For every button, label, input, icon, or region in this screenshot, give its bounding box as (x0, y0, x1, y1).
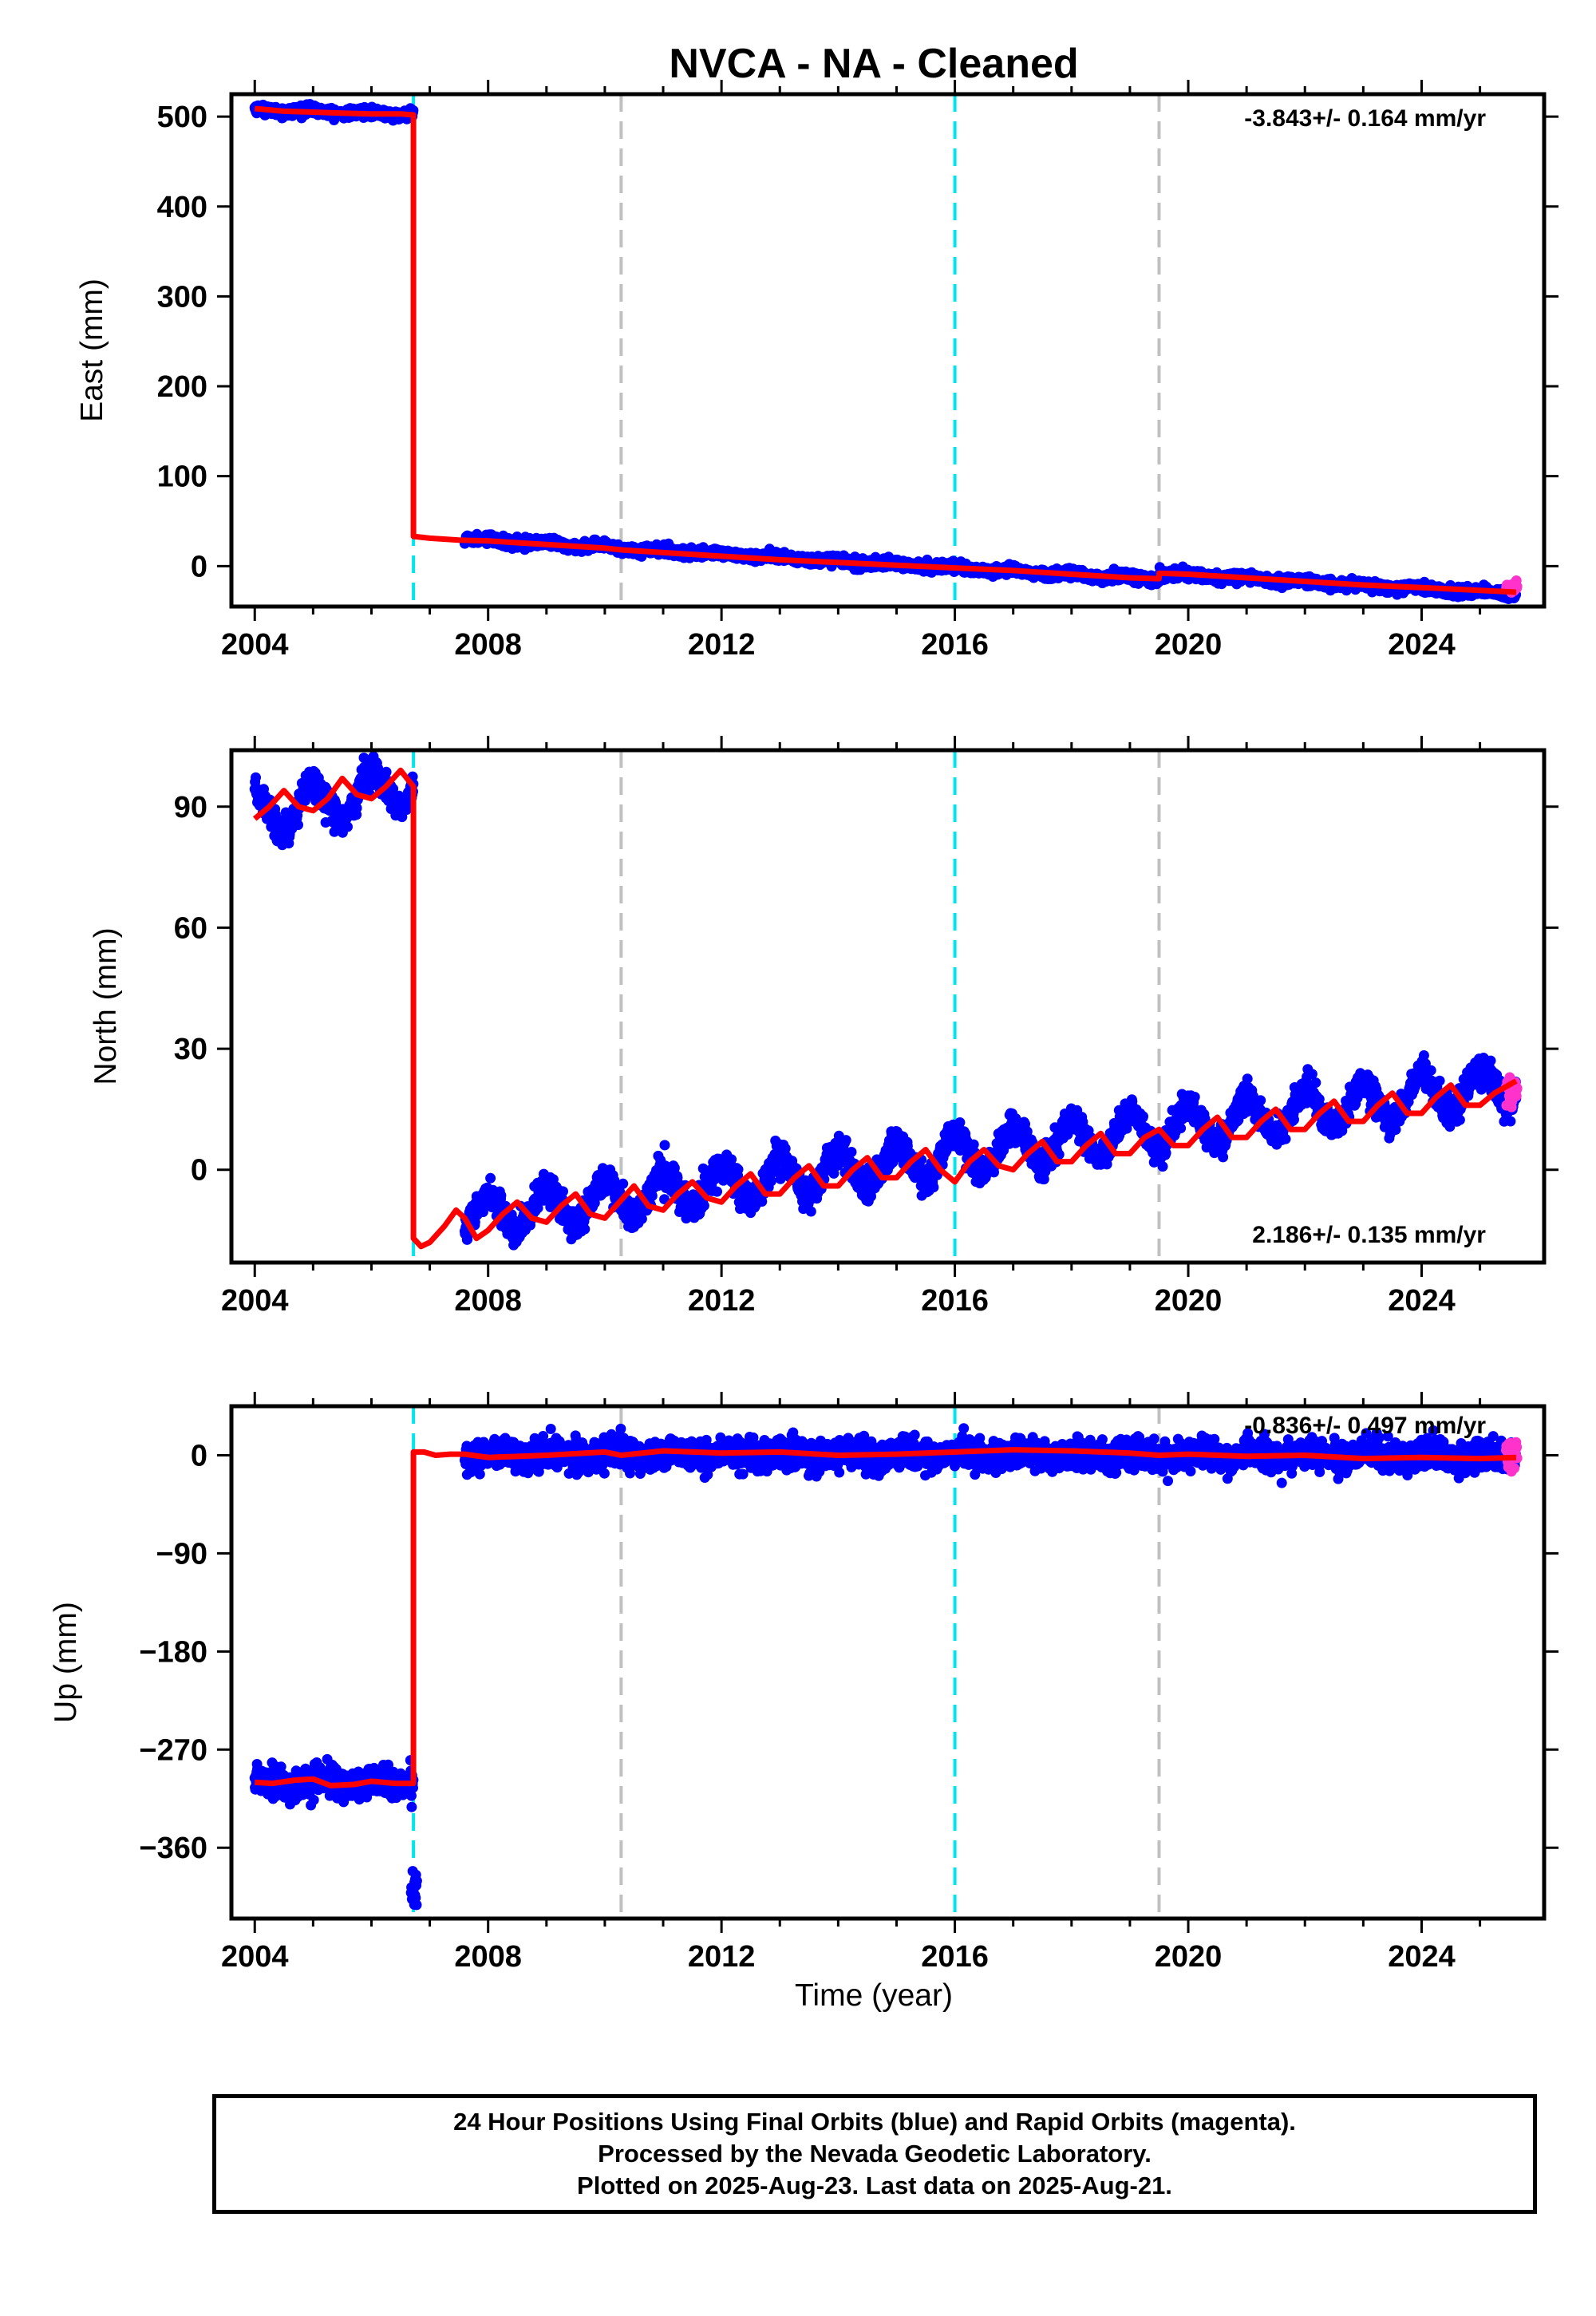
data-point (342, 821, 353, 832)
plot-frame (229, 92, 1547, 609)
plot-area (249, 751, 1523, 1251)
data-point (485, 1172, 496, 1184)
x-tick-label: 2012 (688, 628, 756, 662)
x-tick-label: 2020 (1155, 628, 1223, 662)
final-orbit-points (249, 99, 1522, 604)
east-panel: 2004 2008 2012 2016 2020 2024 0 100 200 300 400 500… (75, 80, 1558, 662)
data-point (558, 1186, 568, 1197)
plot-area (249, 99, 1523, 604)
data-point (293, 820, 303, 831)
data-point (618, 1178, 629, 1189)
data-point (351, 803, 362, 813)
data-point (496, 1190, 507, 1201)
y-tick-label: 300 (157, 280, 207, 314)
data-point (579, 1223, 591, 1235)
x-tick-label: 2004 (221, 628, 289, 662)
y-axis-label: East (mm) (75, 279, 109, 422)
y-tick-label: 400 (157, 191, 207, 224)
y-tick-label: 200 (157, 370, 207, 404)
y-tick-label: 500 (157, 101, 207, 134)
y-tick-label: 0 (191, 550, 207, 583)
data-point (477, 1207, 488, 1218)
data-point (1511, 581, 1523, 592)
x-tick-label: 2008 (454, 628, 522, 662)
x-tick-label: 2024 (1388, 628, 1456, 662)
x-tick-label: 2016 (921, 628, 989, 662)
y-tick-label: 100 (157, 460, 207, 494)
figure-title: NVCA - NA - Cleaned (669, 41, 1078, 87)
velocity-rate-label: -3.843+/- 0.164 mm/yr (1244, 105, 1486, 132)
data-point (251, 772, 261, 783)
model-fit-line (254, 105, 1517, 595)
data-point (381, 766, 392, 777)
